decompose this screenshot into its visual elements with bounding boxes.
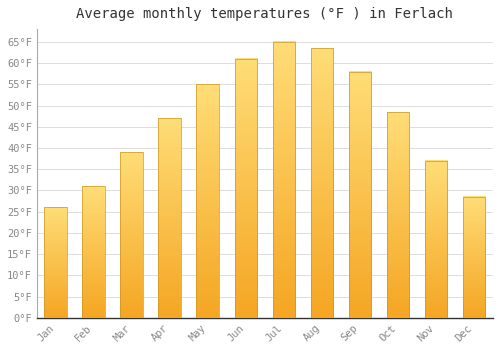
Bar bbox=[462, 197, 485, 318]
Bar bbox=[196, 84, 220, 318]
Bar bbox=[120, 152, 144, 318]
Bar bbox=[82, 186, 105, 318]
Bar bbox=[234, 59, 258, 318]
Bar bbox=[348, 71, 372, 318]
Bar bbox=[272, 42, 295, 318]
Title: Average monthly temperatures (°F ) in Ferlach: Average monthly temperatures (°F ) in Fe… bbox=[76, 7, 454, 21]
Bar bbox=[386, 112, 409, 318]
Bar bbox=[424, 161, 448, 318]
Bar bbox=[310, 48, 334, 318]
Bar bbox=[44, 208, 67, 318]
Bar bbox=[158, 118, 182, 318]
